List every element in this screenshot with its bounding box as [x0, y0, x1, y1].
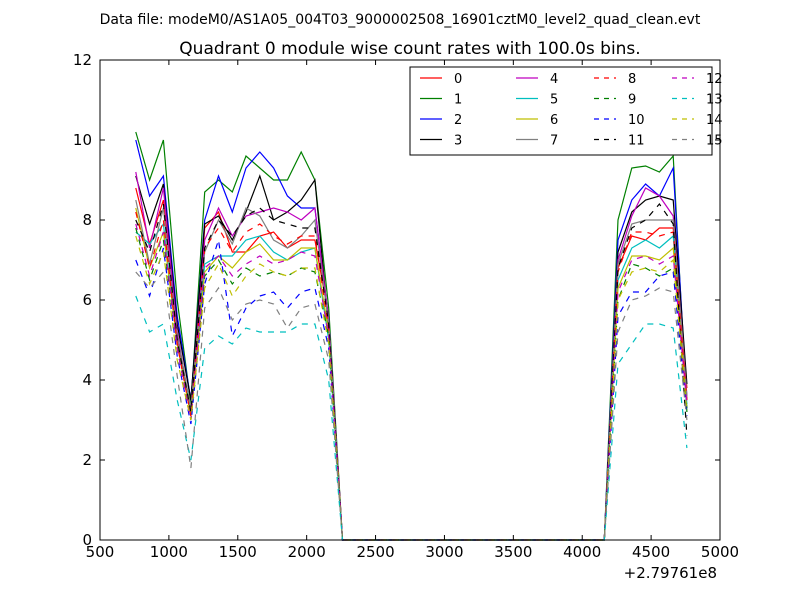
y-tick-label: 10: [73, 131, 92, 149]
x-tick-label: 2000: [288, 543, 326, 561]
y-tick-label: 6: [82, 291, 92, 309]
y-tick-label: 12: [73, 51, 92, 69]
legend-label-14: 14: [706, 113, 723, 128]
legend-label-5: 5: [550, 93, 558, 108]
tick-layer: 500 1000 1500 2000 2500 3000 3500 4000 4500 5000 0…: [73, 51, 739, 561]
y-tick-label: 8: [82, 211, 92, 229]
legend-label-1: 1: [454, 93, 462, 108]
legend-label-8: 8: [628, 72, 636, 87]
legend-label-4: 4: [550, 72, 558, 87]
y-tick-label: 0: [82, 531, 92, 549]
x-tick-label: 1000: [150, 543, 188, 561]
series-line-15: [135, 270, 688, 541]
legend-box: [409, 66, 713, 156]
legend-label-3: 3: [454, 134, 462, 149]
legend-label-7: 7: [550, 134, 558, 149]
x-tick-label: 3000: [425, 543, 463, 561]
y-tick-label: 4: [82, 371, 92, 389]
legend-label-10: 10: [628, 113, 645, 128]
chart-title: Quadrant 0 module wise count rates with …: [179, 39, 640, 59]
legend-label-0: 0: [454, 72, 462, 87]
x-tick-label: 5000: [701, 543, 739, 561]
x-tick-label: 3500: [494, 543, 532, 561]
y-tick-label: 2: [82, 451, 92, 469]
legend-label-9: 9: [628, 93, 636, 108]
legend-label-12: 12: [706, 72, 723, 87]
x-tick-label: 1500: [219, 543, 257, 561]
legend-label-2: 2: [454, 113, 462, 128]
x-tick-label: 2500: [356, 543, 394, 561]
chart-suptitle: Data file: modeM0/AS1A05_004T03_90000025…: [100, 12, 701, 28]
x-offset-label: +2.79761e8: [624, 564, 717, 582]
legend-label-13: 13: [706, 93, 723, 108]
legend-label-11: 11: [628, 134, 645, 149]
legend-label-6: 6: [550, 113, 558, 128]
x-tick-label: 4500: [632, 543, 670, 561]
legend-label-15: 15: [706, 134, 723, 149]
x-tick-label: 500: [86, 543, 115, 561]
x-tick-label: 4000: [563, 543, 601, 561]
